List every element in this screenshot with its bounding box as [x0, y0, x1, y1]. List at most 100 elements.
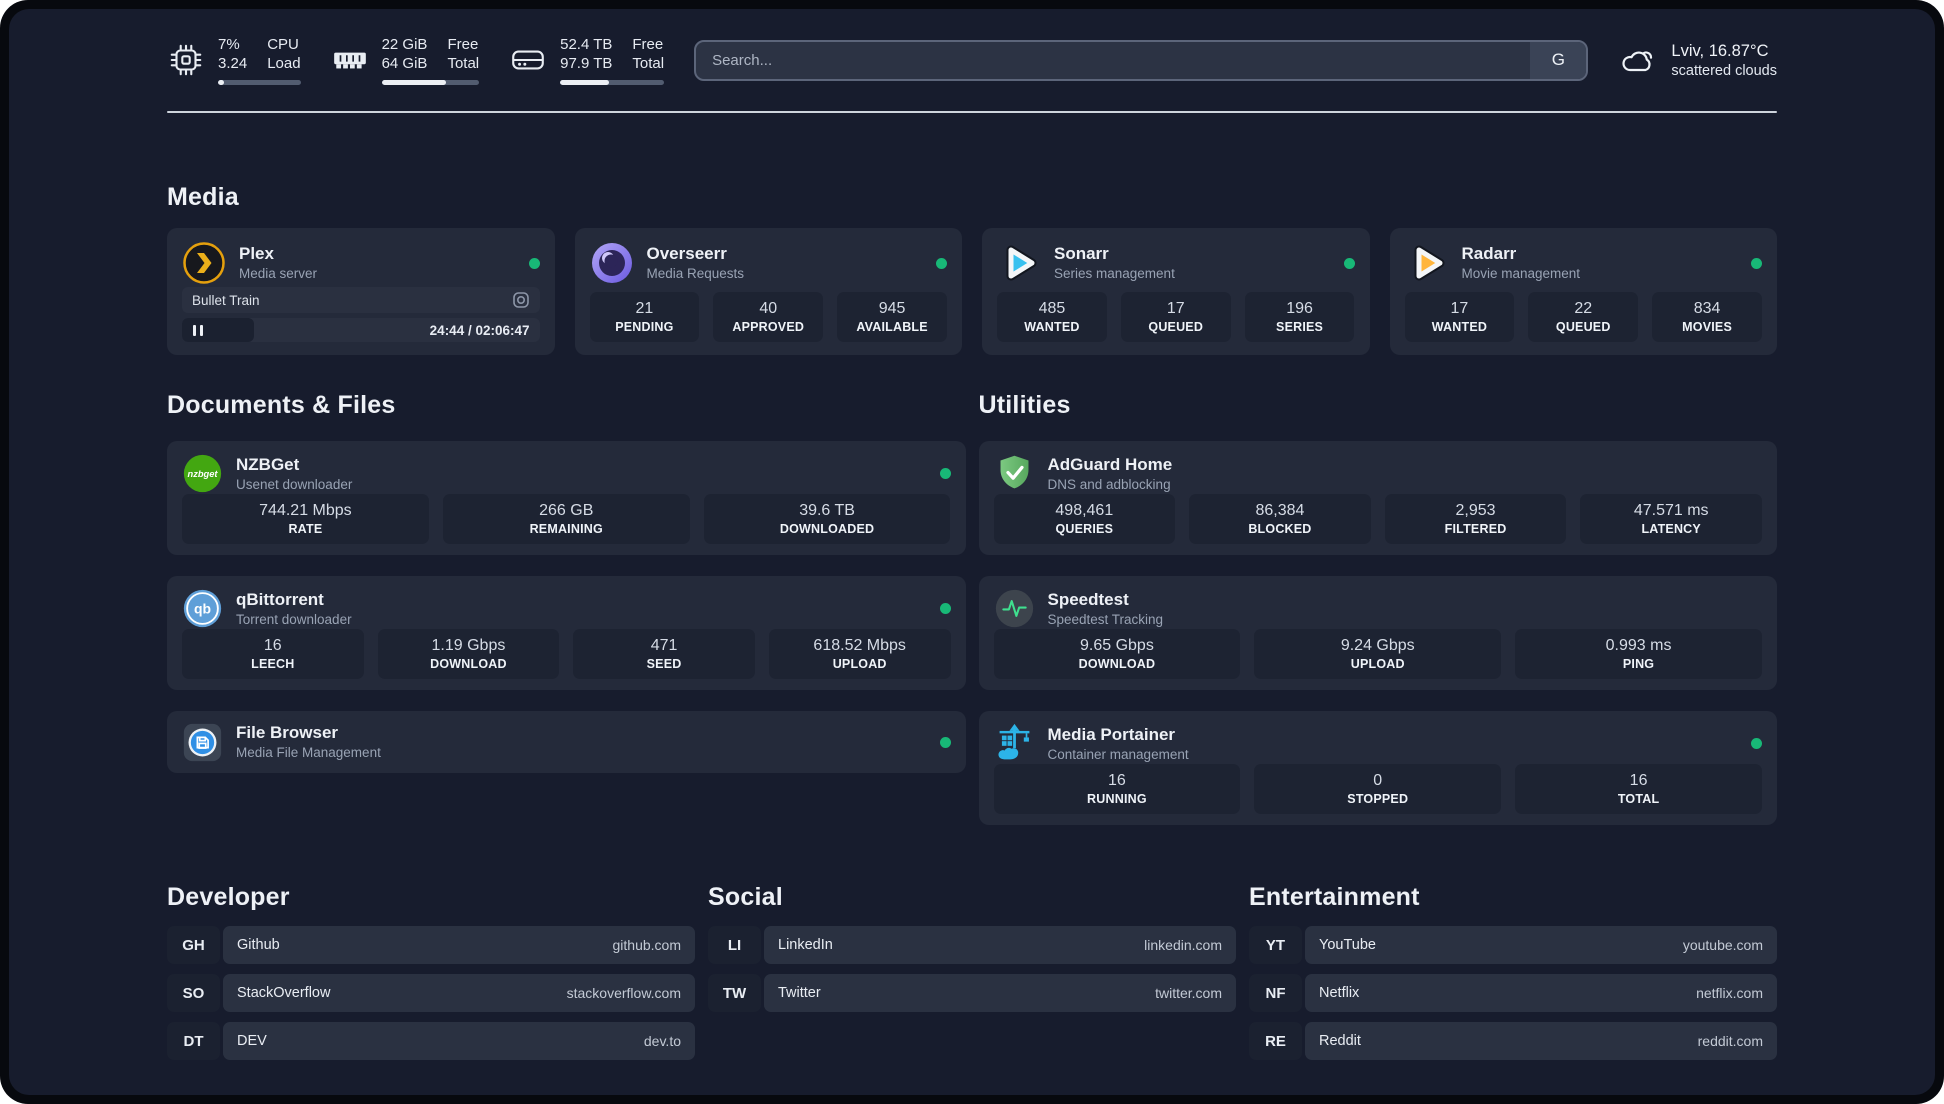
- link-url: linkedin.com: [1144, 937, 1222, 953]
- link-url: dev.to: [643, 1033, 681, 1049]
- status-dot: [939, 603, 951, 614]
- link-row-reddit[interactable]: RE Reddit reddit.com: [1249, 1022, 1777, 1060]
- app-title: Media Portainer: [1047, 724, 1176, 744]
- documents-column: Documents & Files nzbget NZBGet Usenet d…: [167, 391, 966, 773]
- search-engine-button[interactable]: G: [1530, 41, 1587, 79]
- status-dot: [528, 257, 540, 269]
- link-name: Netflix: [1319, 985, 1360, 1001]
- qbittorrent-icon: qb: [182, 588, 223, 629]
- link-row-twitter[interactable]: TW Twitter twitter.com: [708, 974, 1236, 1012]
- app-subtitle: Movie management: [1461, 266, 1581, 281]
- section-title-social: Social: [708, 883, 783, 911]
- section-title-entertainment: Entertainment: [1249, 883, 1420, 911]
- plex-icon: [182, 241, 226, 285]
- portainer-icon: [994, 723, 1035, 764]
- app-card-sonarr[interactable]: Sonarr Series management 485 WANTED 17 Q…: [982, 228, 1370, 355]
- stat-remaining: 266 GB REMAINING: [442, 494, 690, 544]
- stat-stopped: 0 STOPPED: [1254, 764, 1502, 814]
- app-title: Speedtest: [1047, 589, 1129, 609]
- weather-widget: Lviv, 16.87°C scattered clouds: [1618, 40, 1777, 81]
- stat-wanted: 485 WANTED: [997, 292, 1107, 342]
- link-name: Github: [237, 937, 280, 953]
- app-subtitle: DNS and adblocking: [1047, 476, 1171, 492]
- entertainment-column: Entertainment YT YouTube youtube.com NF …: [1249, 883, 1777, 1060]
- stat-downloaded: 39.6 TB DOWNLOADED: [703, 494, 951, 544]
- memory-progress-bar: [381, 80, 480, 85]
- stat-running: 16 RUNNING: [993, 764, 1241, 814]
- pause-icon[interactable]: [193, 324, 203, 336]
- stat-filtered: 2,953 FILTERED: [1384, 494, 1567, 544]
- now-playing-title: Bullet Train: [192, 292, 260, 308]
- link-badge: YT: [1249, 926, 1302, 964]
- stat-blocked: 86,384 BLOCKED: [1189, 494, 1371, 544]
- stat-queries: 498,461 QUERIES: [993, 494, 1176, 544]
- app-subtitle: Speedtest Tracking: [1047, 611, 1164, 627]
- metric-storage: 52.4 TB 97.9 TB Free Total: [509, 35, 665, 85]
- search-input[interactable]: [696, 41, 1531, 79]
- weather-location: Lviv, 16.87°C: [1671, 41, 1769, 60]
- link-row-linkedin[interactable]: LI LinkedIn linkedin.com: [708, 926, 1236, 964]
- app-card-filebrowser[interactable]: File Browser Media File Management: [167, 711, 966, 773]
- app-title: Overseerr: [646, 244, 727, 263]
- link-row-github[interactable]: GH Github github.com: [167, 926, 695, 964]
- link-badge: RE: [1249, 1022, 1302, 1060]
- link-row-youtube[interactable]: YT YouTube youtube.com: [1249, 926, 1777, 964]
- app-subtitle: Torrent downloader: [236, 611, 352, 627]
- app-card-overseerr[interactable]: Overseerr Media Requests 21 PENDING 40 A…: [574, 228, 962, 355]
- section-title-utilities: Utilities: [978, 391, 1071, 419]
- link-row-netflix[interactable]: NF Netflix netflix.com: [1249, 974, 1777, 1012]
- status-dot: [939, 736, 951, 748]
- links-area: Developer GH Github github.com SO StackO…: [167, 883, 1777, 1060]
- stat-approved: 40 APPROVED: [713, 292, 824, 342]
- disk-icon: [509, 41, 547, 79]
- metric-values: 52.4 TB 97.9 TB: [560, 36, 613, 72]
- link-name: DEV: [237, 1033, 267, 1049]
- session-icon[interactable]: [512, 291, 530, 309]
- header: 7% 3.24 CPU Load: [167, 35, 1777, 85]
- search-box: G: [694, 39, 1589, 81]
- app-title: NZBGet: [236, 454, 300, 474]
- link-url: stackoverflow.com: [566, 985, 681, 1001]
- stat-download: 1.19 Gbps DOWNLOAD: [377, 629, 560, 679]
- cloud-icon: [1618, 40, 1658, 80]
- link-badge: GH: [167, 926, 220, 964]
- stat-total: 16 TOTAL: [1515, 764, 1762, 814]
- storage-progress-bar: [560, 80, 665, 85]
- app-subtitle: Media File Management: [236, 745, 381, 760]
- metric-values: 22 GiB 64 GiB: [381, 36, 428, 72]
- app-subtitle: Usenet downloader: [236, 476, 353, 492]
- app-card-qbittorrent[interactable]: qb qBittorrent Torrent downloader 16 LEE…: [167, 576, 966, 690]
- social-column: Social LI LinkedIn linkedin.com TW Twitt…: [708, 883, 1236, 1012]
- link-row-stackoverflow[interactable]: SO StackOverflow stackoverflow.com: [167, 974, 695, 1012]
- app-card-plex[interactable]: Plex Media server Bullet Train: [167, 228, 555, 355]
- app-title: qBittorrent: [236, 589, 324, 609]
- speedtest-icon: [994, 588, 1035, 629]
- link-row-dev[interactable]: DT DEV dev.to: [167, 1022, 695, 1060]
- two-column-area: Documents & Files nzbget NZBGet Usenet d…: [167, 391, 1777, 825]
- link-url: reddit.com: [1697, 1033, 1763, 1049]
- dashboard: 7% 3.24 CPU Load: [9, 9, 1935, 1095]
- app-card-nzbget[interactable]: nzbget NZBGet Usenet downloader 744.21 M…: [167, 441, 966, 555]
- metric-labels: CPU Load: [267, 36, 301, 72]
- app-card-radarr[interactable]: Radarr Movie management 17 WANTED 22 QUE…: [1389, 228, 1777, 355]
- stat-queued: 17 QUEUED: [1120, 292, 1231, 342]
- system-metrics: 7% 3.24 CPU Load: [167, 35, 665, 85]
- app-card-speedtest[interactable]: Speedtest Speedtest Tracking 9.65 Gbps D…: [978, 576, 1777, 690]
- playback-progress-bar: 24:44 / 02:06:47: [182, 318, 540, 342]
- app-title: Radarr: [1461, 244, 1517, 263]
- link-badge: DT: [167, 1022, 220, 1060]
- adguard-icon: [994, 453, 1035, 494]
- app-card-portainer[interactable]: Media Portainer Container management 16 …: [978, 711, 1777, 825]
- section-title-developer: Developer: [167, 883, 290, 911]
- link-name: LinkedIn: [778, 937, 833, 953]
- status-dot: [936, 257, 947, 269]
- stat-movies: 834 MOVIES: [1652, 292, 1762, 342]
- developer-column: Developer GH Github github.com SO StackO…: [167, 883, 695, 1060]
- link-url: github.com: [612, 937, 681, 953]
- link-badge: LI: [708, 926, 761, 964]
- ram-icon: [331, 41, 369, 79]
- app-title: Plex: [239, 244, 274, 263]
- svg-text:qb: qb: [194, 601, 211, 617]
- app-card-adguard[interactable]: AdGuard Home DNS and adblocking 498,461 …: [978, 441, 1777, 555]
- app-subtitle: Media server: [239, 266, 318, 281]
